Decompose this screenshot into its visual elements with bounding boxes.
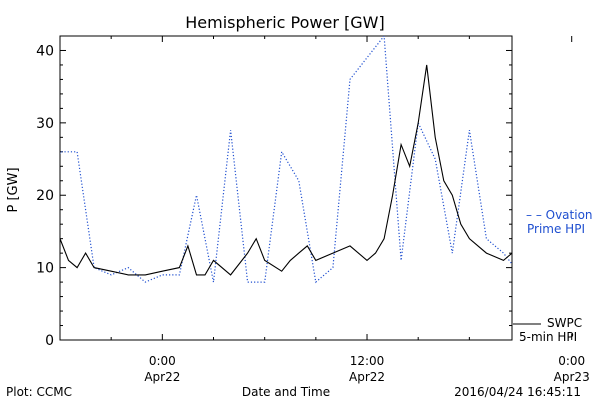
legend-swpc-line2: 5-min HPI (519, 330, 577, 344)
y-tick-label: 30 (36, 116, 54, 132)
x-axis: 0:00Apr2212:00Apr220:00Apr2312:00Apr230:… (110, 36, 590, 384)
x-tick-time-label: 0:00 (558, 354, 585, 368)
series-ovation-prime-line (60, 36, 512, 284)
x-tick-date-label: Apr22 (144, 370, 180, 384)
y-axis-label: P [GW] (6, 167, 21, 212)
x-tick-time-label: 0:00 (149, 354, 176, 368)
legend-ovation-line1: – – Ovation (526, 208, 593, 222)
x-tick-date-label: Apr22 (349, 370, 385, 384)
y-tick-label: 20 (36, 188, 54, 204)
y-axis: 0 10 20 30 40 (36, 35, 512, 349)
legend-ovation-line2: Prime HPI (527, 222, 585, 236)
timestamp-label: 2016/04/24 16:45:11 (454, 385, 581, 399)
y-tick-label: 10 (36, 261, 54, 277)
plot-area (60, 36, 512, 284)
chart-title: Hemispheric Power [GW] (185, 13, 384, 32)
y-tick-label: 40 (36, 43, 54, 59)
series-swpc-line (60, 64, 512, 276)
x-axis-label: Date and Time (242, 385, 330, 399)
plot-source-label: Plot: CCMC (6, 385, 72, 399)
legend-swpc-line1: SWPC (547, 316, 582, 330)
plot-frame (59, 35, 513, 341)
x-tick-time-label: 12:00 (350, 354, 385, 368)
y-tick-label: 0 (45, 333, 54, 349)
x-tick-date-label: Apr23 (554, 370, 590, 384)
